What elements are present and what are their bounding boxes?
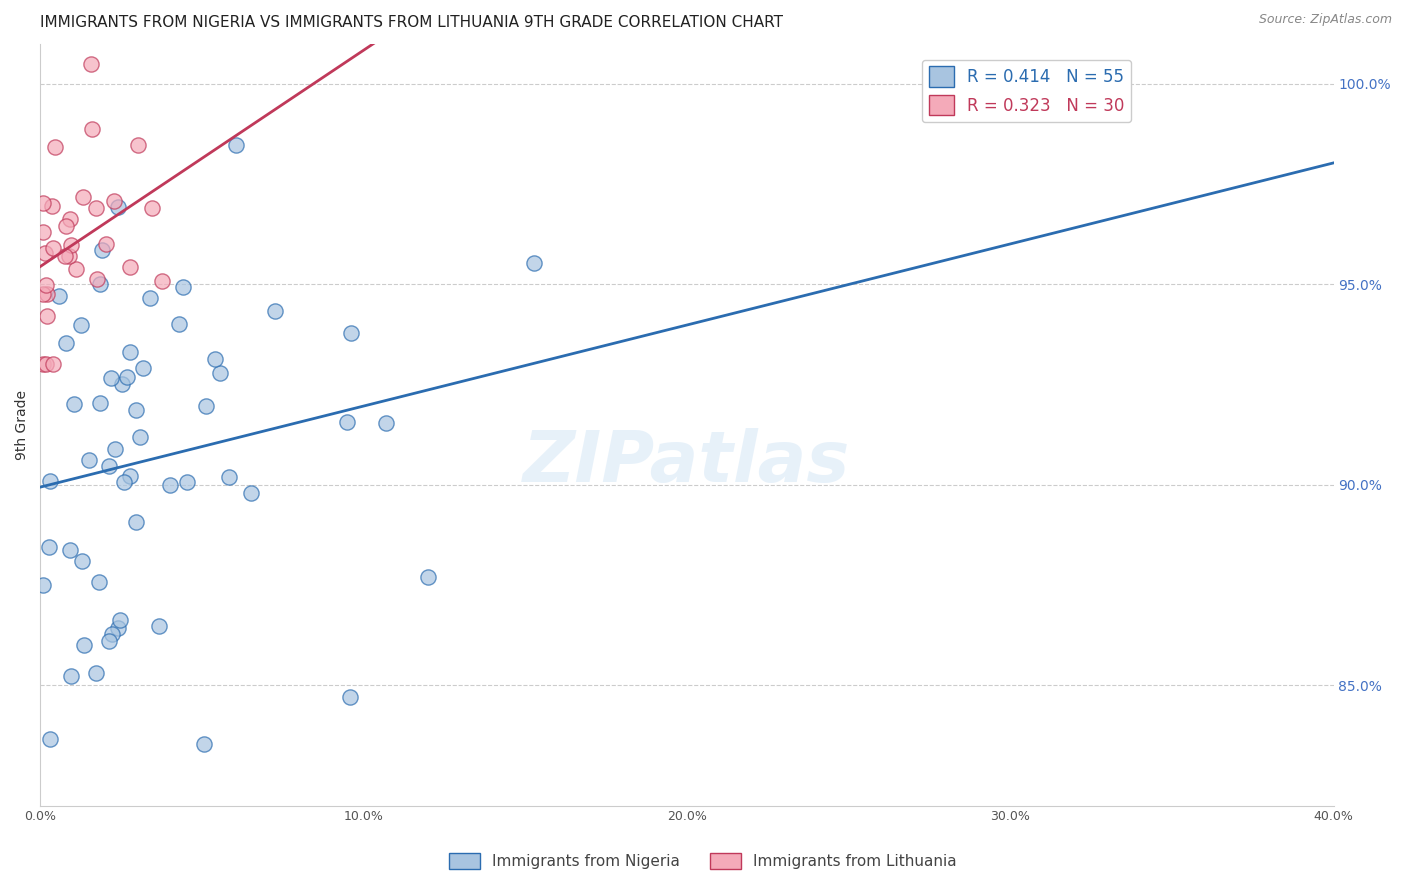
Point (59, 543, 82, 558)
Point (86, 665, 108, 680)
Text: Source: ZipAtlas.com: Source: ZipAtlas.com (1258, 13, 1392, 27)
Point (72, 190, 94, 204)
Point (48, 289, 70, 303)
Point (32, 287, 55, 301)
Point (35, 358, 58, 372)
Point (60, 668, 83, 682)
Point (32, 578, 55, 592)
Point (60, 238, 83, 252)
Point (34, 246, 56, 260)
Point (98, 459, 121, 474)
Point (35, 309, 58, 323)
Point (218, 469, 240, 483)
Point (39, 475, 62, 489)
Point (340, 326, 363, 341)
Point (132, 361, 155, 376)
Point (42, 358, 65, 372)
Point (101, 627, 124, 641)
Point (375, 417, 398, 431)
Point (86, 272, 108, 286)
Point (100, 371, 122, 385)
Point (150, 274, 173, 288)
Point (125, 403, 148, 417)
Point (32, 225, 55, 239)
Point (225, 137, 247, 152)
Point (32, 195, 55, 210)
Point (38, 731, 60, 746)
Point (80, 56, 103, 70)
Point (208, 366, 231, 380)
Point (42, 241, 65, 255)
Point (107, 621, 129, 635)
Point (103, 194, 125, 208)
Point (108, 613, 131, 627)
Point (91, 244, 114, 258)
Point (127, 138, 149, 153)
Point (159, 478, 181, 492)
Point (416, 570, 439, 584)
Point (335, 415, 357, 429)
Point (148, 618, 170, 632)
Point (32, 358, 55, 372)
Point (53, 249, 76, 263)
Point (112, 475, 135, 489)
Point (89, 396, 111, 410)
Point (65, 262, 87, 277)
Point (35, 287, 58, 301)
Point (82, 122, 104, 136)
Text: ZIPatlas: ZIPatlas (523, 428, 851, 497)
Point (70, 554, 93, 568)
Y-axis label: 9th Grade: 9th Grade (15, 390, 30, 459)
Point (339, 690, 361, 704)
Point (84, 201, 107, 215)
Point (59, 212, 82, 227)
Point (104, 442, 127, 456)
Point (55, 219, 77, 234)
Legend: R = 0.414   N = 55, R = 0.323   N = 30: R = 0.414 N = 55, R = 0.323 N = 30 (922, 60, 1132, 122)
Point (107, 200, 129, 214)
Point (44, 140, 66, 154)
Point (35, 278, 58, 293)
Point (89, 277, 111, 291)
Point (63, 397, 86, 411)
Point (118, 344, 141, 359)
Point (264, 304, 287, 318)
Legend: Immigrants from Nigeria, Immigrants from Lithuania: Immigrants from Nigeria, Immigrants from… (443, 847, 963, 875)
Point (77, 452, 100, 467)
Point (55, 336, 77, 351)
Point (176, 475, 198, 489)
Point (69, 318, 91, 332)
Point (94, 237, 117, 252)
Point (129, 429, 152, 443)
Point (98, 634, 121, 648)
Point (117, 370, 139, 384)
Point (167, 317, 190, 331)
Point (141, 201, 163, 215)
Point (41, 199, 63, 213)
Point (204, 351, 226, 366)
Point (125, 515, 148, 529)
Point (73, 638, 96, 652)
Point (193, 738, 215, 752)
Point (139, 291, 162, 305)
Point (118, 469, 141, 483)
Point (118, 260, 141, 274)
Point (38, 540, 60, 554)
Point (523, 256, 546, 270)
Point (239, 486, 262, 500)
Text: IMMIGRANTS FROM NIGERIA VS IMMIGRANTS FROM LITHUANIA 9TH GRADE CORRELATION CHART: IMMIGRANTS FROM NIGERIA VS IMMIGRANTS FR… (41, 15, 783, 30)
Point (195, 399, 218, 413)
Point (172, 280, 194, 294)
Point (87, 575, 110, 590)
Point (58, 249, 80, 263)
Point (111, 377, 134, 392)
